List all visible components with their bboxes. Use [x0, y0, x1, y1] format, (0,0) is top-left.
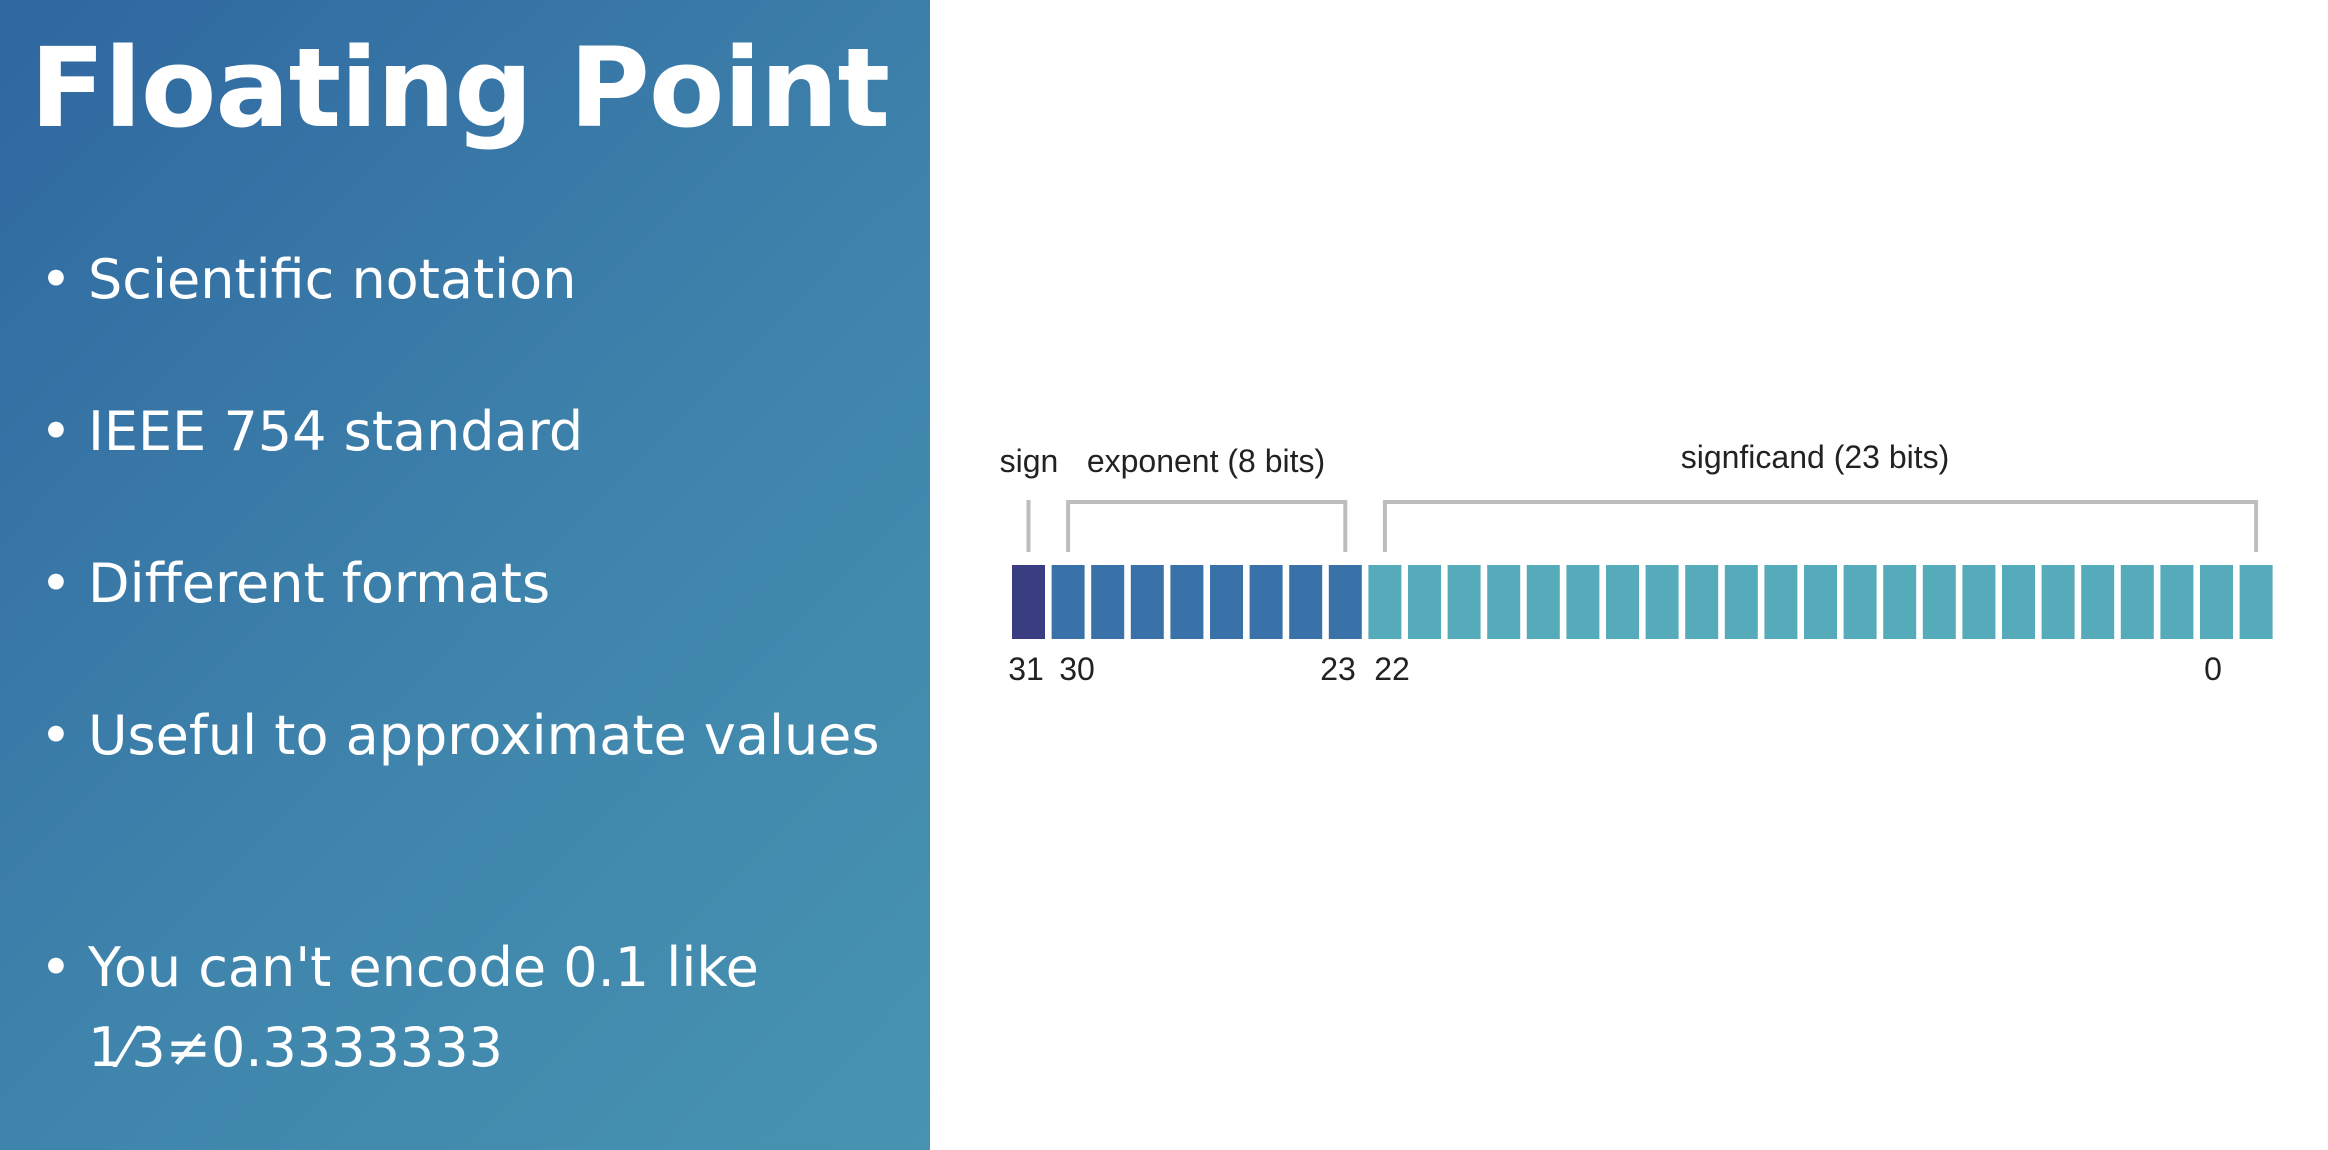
- bit-cell-2: [2160, 565, 2194, 639]
- significand-field-label: signficand (23 bits): [1681, 439, 1950, 475]
- bit-cell-30: [1051, 565, 1085, 639]
- bullet-item: • You can't encode 0.1 like 1⁄3≠0.333333…: [40, 928, 920, 1088]
- bit-cell-20: [1447, 565, 1481, 639]
- bullet-dot-icon: •: [40, 400, 72, 463]
- bit-cell-25: [1249, 565, 1283, 639]
- bullet-text: Scientific notation: [88, 248, 577, 311]
- float-bit-layout-diagram: sign exponent (8 bits) signficand (23 bi…: [960, 400, 2300, 720]
- bit-cell-19: [1487, 565, 1521, 639]
- bit-cell-0: [2239, 565, 2273, 639]
- bit-cell-6: [2002, 565, 2035, 639]
- bit-cell-28: [1130, 565, 1164, 639]
- bit-cell-14: [1685, 565, 1719, 639]
- bit-cells: [1012, 565, 2273, 639]
- bit-index-label-30: 30: [1059, 651, 1095, 687]
- bit-cell-23: [1328, 565, 1362, 639]
- bit-index-label-31: 31: [1008, 651, 1044, 687]
- bit-cell-11: [1804, 565, 1837, 639]
- bullet-text: Different formats: [88, 552, 551, 615]
- bit-cell-31: [1012, 565, 1045, 639]
- bullet-text: Useful to approximate values: [88, 704, 880, 767]
- bullet-text: IEEE 754 standard: [88, 400, 584, 463]
- bit-cell-27: [1170, 565, 1204, 639]
- slide-title: Floating Point: [30, 24, 890, 152]
- bit-cell-29: [1091, 565, 1125, 639]
- bit-index-label-0: 0: [2204, 651, 2222, 687]
- bit-layout-svg: sign exponent (8 bits) signficand (23 bi…: [1000, 439, 2273, 687]
- bullet-dot-icon: •: [40, 552, 72, 615]
- left-panel: Floating Point • Scientific notation • I…: [0, 0, 930, 1150]
- bit-cell-7: [1962, 565, 1996, 639]
- bullet-dot-icon: •: [40, 704, 72, 767]
- bullet-item: • Useful to approximate values: [40, 696, 920, 776]
- bit-cell-5: [2041, 565, 2075, 639]
- bit-cell-13: [1724, 565, 1758, 639]
- bit-cell-8: [1922, 565, 1956, 639]
- bit-cell-17: [1566, 565, 1600, 639]
- field-brackets: [1026, 500, 2259, 552]
- bit-index-label-23: 23: [1320, 651, 1356, 687]
- bullet-item: • Different formats: [40, 544, 920, 624]
- bullet-dot-icon: •: [40, 936, 72, 999]
- bullet-item: • IEEE 754 standard: [40, 392, 920, 472]
- bit-cell-22: [1368, 565, 1402, 639]
- sign-field-label: sign: [1000, 443, 1059, 479]
- bullet-text: You can't encode 0.1 like 1⁄3≠0.3333333: [88, 936, 759, 1079]
- bit-cell-15: [1645, 565, 1679, 639]
- bullet-item: • Scientific notation: [40, 240, 920, 320]
- bit-cell-12: [1764, 565, 1798, 639]
- bit-cell-21: [1408, 565, 1441, 639]
- exponent-field-label: exponent (8 bits): [1087, 443, 1325, 479]
- bullet-dot-icon: •: [40, 248, 72, 311]
- bit-cell-9: [1883, 565, 1917, 639]
- bit-cell-26: [1210, 565, 1243, 639]
- bit-cell-4: [2081, 565, 2115, 639]
- bit-cell-1: [2200, 565, 2233, 639]
- bit-cell-10: [1843, 565, 1877, 639]
- bit-cell-18: [1526, 565, 1560, 639]
- bit-cell-24: [1289, 565, 1323, 639]
- bit-cell-3: [2120, 565, 2154, 639]
- bit-cell-16: [1606, 565, 1639, 639]
- bit-index-label-22: 22: [1374, 651, 1410, 687]
